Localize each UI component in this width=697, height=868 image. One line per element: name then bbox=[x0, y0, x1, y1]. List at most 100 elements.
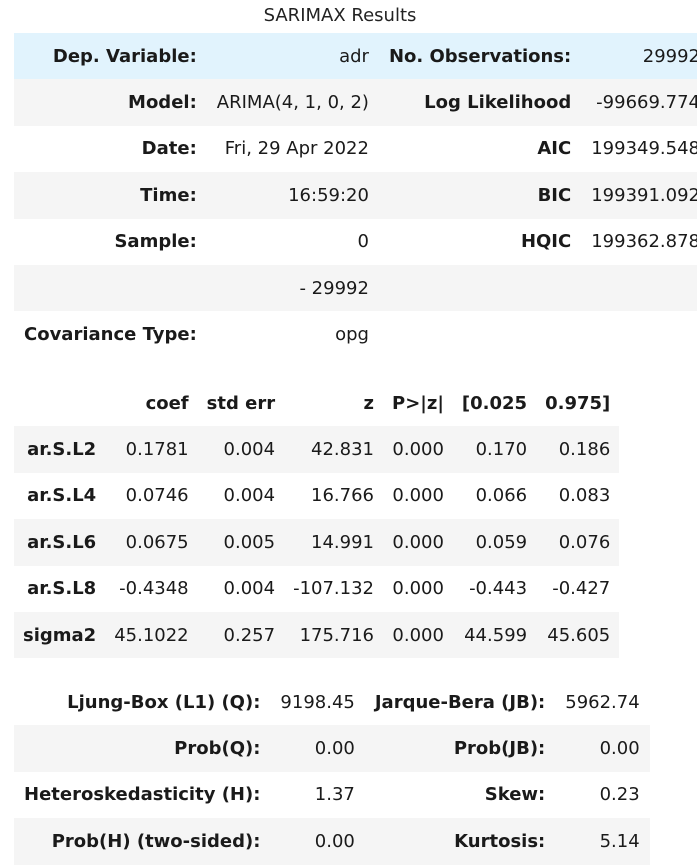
row-label: sigma2 bbox=[23, 624, 97, 646]
table-row: Date: Fri, 29 Apr 2022 AIC 199349.548 bbox=[14, 126, 697, 172]
row-label: Covariance Type: bbox=[24, 324, 197, 346]
cell: 0.066 bbox=[475, 485, 528, 507]
row-label: ar.S.L8 bbox=[27, 578, 97, 600]
row-label: Log Likelihood bbox=[424, 92, 572, 114]
table-row: Sample: 0 HQIC 199362.878 bbox=[14, 219, 697, 265]
cell: 0.000 bbox=[392, 531, 444, 553]
cell: 0.076 bbox=[558, 531, 611, 553]
row-value: 5.14 bbox=[599, 830, 640, 852]
cell: 0.000 bbox=[392, 485, 444, 507]
row-value: 0.00 bbox=[599, 738, 640, 760]
row-value bbox=[581, 311, 697, 357]
table-row: Model: ARIMA(4, 1, 0, 2) Log Likelihood … bbox=[14, 79, 697, 126]
column-header: 0.975] bbox=[545, 392, 611, 414]
table-row: Dep. Variable: adr No. Observations: 299… bbox=[14, 33, 697, 80]
table-row: ar.S.L8 -0.4348 0.004 -107.132 0.000 -0.… bbox=[14, 566, 619, 612]
row-value: 16:59:20 bbox=[288, 184, 369, 206]
row-value: 1.37 bbox=[314, 784, 355, 806]
table-row: ar.S.L2 0.1781 0.004 42.831 0.000 0.170 … bbox=[14, 426, 620, 473]
row-label: Dep. Variable: bbox=[52, 45, 197, 67]
coefficients-table: coef std err z P>|z| [0.025 0.975] ar.S.… bbox=[14, 380, 620, 659]
row-label: No. Observations: bbox=[388, 45, 572, 67]
column-header: P>|z| bbox=[392, 392, 444, 414]
column-header: coef bbox=[145, 392, 189, 414]
row-value: 9198.45 bbox=[280, 691, 355, 713]
row-value: 199391.092 bbox=[591, 184, 697, 206]
row-label: ar.S.L2 bbox=[27, 439, 97, 461]
diagnostics-table: Ljung-Box (L1) (Q): 9198.45 Jarque-Bera … bbox=[14, 679, 650, 865]
cell: 0.000 bbox=[392, 624, 444, 646]
column-header: std err bbox=[206, 392, 276, 414]
row-label: Jarque-Bera (JB): bbox=[374, 691, 546, 713]
column-header: [0.025 bbox=[461, 392, 528, 414]
row-label: Ljung-Box (L1) (Q): bbox=[67, 691, 261, 713]
cell: 0.257 bbox=[223, 624, 276, 646]
table-row: - 29992 bbox=[14, 264, 697, 312]
row-label bbox=[14, 265, 207, 311]
table-row: Prob(H) (two-sided): 0.00 Kurtosis: 5.14 bbox=[14, 818, 650, 865]
cell: 0.0746 bbox=[125, 485, 189, 507]
cell: -107.132 bbox=[293, 578, 375, 600]
table-row: ar.S.L6 0.0675 0.005 14.991 0.000 0.059 … bbox=[14, 519, 620, 566]
cell: -0.443 bbox=[469, 578, 528, 600]
cell: 0.170 bbox=[475, 439, 528, 461]
row-label: Sample: bbox=[114, 231, 197, 253]
table-row: sigma2 45.1022 0.257 175.716 0.000 44.59… bbox=[14, 611, 620, 659]
table-row: Covariance Type: opg bbox=[14, 311, 697, 357]
cell: -0.427 bbox=[552, 578, 611, 600]
cell: 14.991 bbox=[311, 531, 375, 553]
cell: 0.083 bbox=[558, 485, 611, 507]
model-summary-table: Dep. Variable: adr No. Observations: 299… bbox=[14, 33, 697, 358]
row-label: AIC bbox=[537, 138, 572, 160]
row-value: Fri, 29 Apr 2022 bbox=[224, 138, 369, 160]
row-label: ar.S.L4 bbox=[27, 485, 97, 507]
row-label: Date: bbox=[141, 138, 197, 160]
table-row: Prob(Q): 0.00 Prob(JB): 0.00 bbox=[14, 725, 650, 772]
row-value bbox=[581, 265, 697, 311]
row-label bbox=[379, 265, 581, 311]
row-value: ARIMA(4, 1, 0, 2) bbox=[216, 92, 369, 114]
cell: 0.004 bbox=[223, 439, 276, 461]
row-value: - 29992 bbox=[299, 277, 369, 299]
cell: 45.1022 bbox=[114, 624, 189, 646]
header-row: coef std err z P>|z| [0.025 0.975] bbox=[14, 380, 619, 426]
cell: 0.004 bbox=[223, 485, 276, 507]
row-label bbox=[379, 311, 581, 357]
row-value: 199362.878 bbox=[591, 231, 697, 253]
row-value: 5962.74 bbox=[565, 691, 640, 713]
cell: 0.005 bbox=[223, 531, 276, 553]
row-label: Prob(JB): bbox=[453, 738, 546, 760]
row-label: ar.S.L6 bbox=[27, 531, 97, 553]
cell: 175.716 bbox=[299, 624, 375, 646]
row-label: Prob(H) (two-sided): bbox=[51, 830, 261, 852]
row-label: Heteroskedasticity (H): bbox=[24, 784, 261, 806]
cell: 0.059 bbox=[475, 531, 528, 553]
row-value: opg bbox=[335, 324, 369, 346]
row-value: 0 bbox=[357, 231, 369, 253]
cell: 0.1781 bbox=[125, 439, 189, 461]
cell: 0.186 bbox=[558, 439, 611, 461]
row-value: 199349.548 bbox=[591, 138, 697, 160]
column-header bbox=[14, 380, 105, 426]
row-label: Model: bbox=[128, 92, 197, 114]
column-header: z bbox=[363, 392, 375, 414]
cell: 0.000 bbox=[392, 578, 444, 600]
cell: 42.831 bbox=[311, 439, 375, 461]
cell: 0.000 bbox=[392, 439, 444, 461]
table-caption: SARIMAX Results bbox=[263, 5, 417, 26]
row-value: adr bbox=[339, 45, 369, 67]
cell: -0.4348 bbox=[119, 578, 189, 600]
row-label: BIC bbox=[537, 184, 572, 206]
row-value: 0.00 bbox=[314, 738, 355, 760]
table-row: Time: 16:59:20 BIC 199391.092 bbox=[14, 172, 697, 219]
row-label: Time: bbox=[140, 184, 197, 206]
row-label: Kurtosis: bbox=[454, 830, 546, 852]
cell: 0.004 bbox=[223, 578, 276, 600]
row-label: Skew: bbox=[484, 784, 546, 806]
cell: 45.605 bbox=[547, 624, 611, 646]
row-label: Prob(Q): bbox=[174, 738, 261, 760]
row-label: HQIC bbox=[520, 231, 572, 253]
table-row: Heteroskedasticity (H): 1.37 Skew: 0.23 bbox=[14, 772, 650, 818]
cell: 44.599 bbox=[464, 624, 528, 646]
row-value: 29992 bbox=[642, 45, 697, 67]
